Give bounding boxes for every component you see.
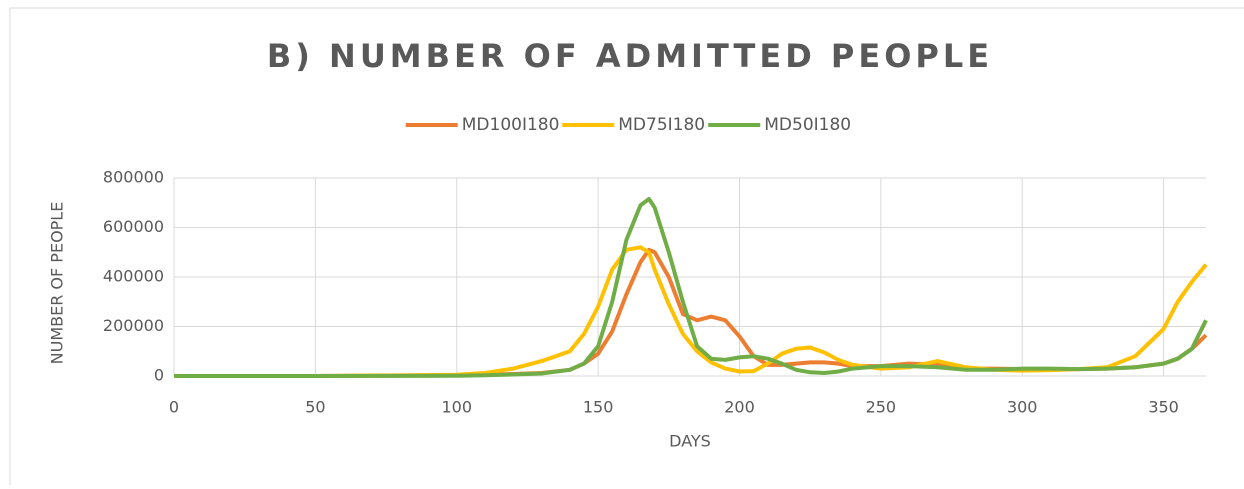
x-tick-label: 0 [169,398,179,417]
series-line [174,247,1208,378]
legend-label: MD50I180 [764,115,851,135]
series-line [174,197,1208,378]
x-tick-label: 250 [866,398,897,417]
x-tick-label: 200 [724,398,755,417]
y-axis-label: NUMBER OF PEOPLE [48,202,67,365]
x-axis-label: DAYS [669,432,711,451]
x-tick-label: 50 [305,398,325,417]
y-tick-label: 600000 [103,217,164,236]
y-tick-label: 200000 [103,316,164,335]
x-tick-label: 350 [1148,398,1179,417]
legend-label: MD75I180 [618,115,705,135]
y-tick-label: 800000 [103,168,164,187]
y-tick-label: 400000 [103,267,164,286]
chart-title: B) NUMBER OF ADMITTED PEOPLE [267,37,993,75]
x-tick-label: 300 [1007,398,1038,417]
legend-label: MD100I180 [462,115,560,135]
series-line [174,245,1208,378]
x-tick-label: 100 [441,398,472,417]
x-tick-label: 150 [583,398,614,417]
y-tick-label: 0 [154,366,164,385]
